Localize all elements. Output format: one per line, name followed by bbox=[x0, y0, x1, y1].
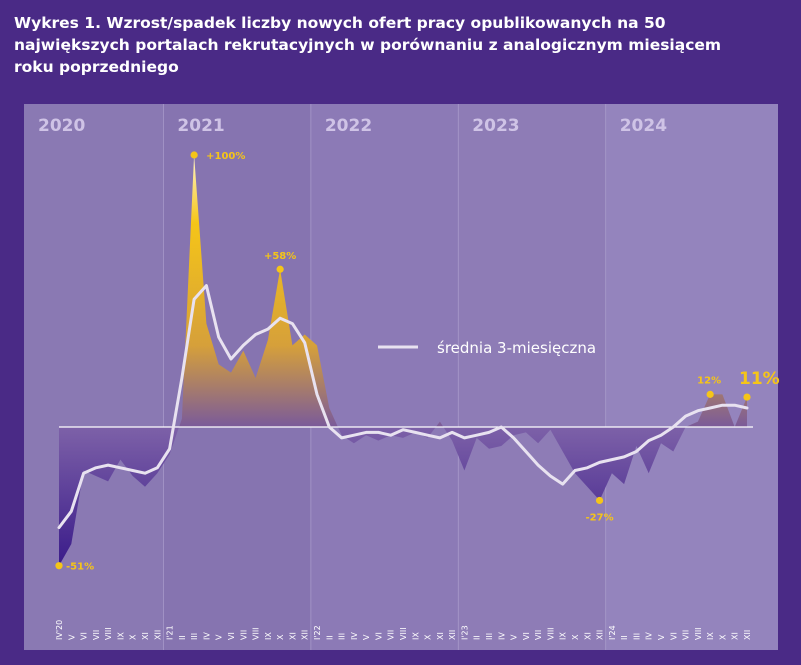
x-tick-label: III bbox=[338, 633, 347, 640]
x-tick-label: IX bbox=[116, 632, 125, 640]
year-band-2022 bbox=[310, 104, 459, 650]
x-tick-label: XI bbox=[436, 632, 445, 640]
x-tick-label: II bbox=[473, 635, 482, 640]
x-tick-label: VIII bbox=[104, 627, 113, 640]
x-tick-label: XI bbox=[288, 632, 297, 640]
x-tick-label: IV'20 bbox=[55, 620, 64, 640]
year-band-2024 bbox=[605, 104, 778, 650]
x-tick-label: II bbox=[325, 635, 334, 640]
x-tick-label: III bbox=[190, 633, 199, 640]
x-tick-label: V bbox=[67, 634, 76, 640]
annotation-label: +58% bbox=[264, 251, 296, 262]
annotation-label: 11% bbox=[739, 369, 780, 389]
legend-label: średnia 3-miesięczna bbox=[437, 339, 596, 357]
x-tick-label: IX bbox=[559, 632, 568, 640]
x-tick-label: V bbox=[657, 634, 666, 640]
average-line bbox=[57, 284, 749, 530]
x-tick-label: V bbox=[362, 634, 371, 640]
x-tick-label: XII bbox=[153, 630, 162, 640]
x-tick-label: V bbox=[215, 634, 224, 640]
x-tick-label: VIII bbox=[252, 627, 261, 640]
annotation-label: 12% bbox=[697, 375, 721, 386]
x-tick-label: II bbox=[178, 635, 187, 640]
annotation-dot bbox=[190, 151, 198, 159]
chart-title: Wykres 1. Wzrost/spadek liczby nowych of… bbox=[14, 12, 784, 78]
annotation-dot bbox=[55, 562, 63, 570]
x-tick-label: I'22 bbox=[313, 625, 322, 640]
x-tick-label: I'24 bbox=[608, 625, 617, 640]
negative-area bbox=[59, 427, 747, 566]
x-tick-label: IV bbox=[350, 632, 359, 640]
x-tick-label: VII bbox=[682, 630, 691, 640]
x-tick-label: X bbox=[718, 634, 727, 640]
year-band-2020 bbox=[24, 104, 164, 650]
x-tick-label: III bbox=[485, 633, 494, 640]
title-line-3: roku poprzedniego bbox=[14, 58, 179, 76]
x-tick-label: VI bbox=[80, 632, 89, 640]
x-tick-label: VII bbox=[92, 630, 101, 640]
x-tick-label: VI bbox=[374, 632, 383, 640]
annotation-label: +100% bbox=[206, 151, 245, 162]
annotation-label: -51% bbox=[66, 562, 94, 573]
title-line-2: największych portalach rekrutacyjnych w … bbox=[14, 36, 722, 54]
x-tick-label: XII bbox=[743, 630, 752, 640]
x-tick-label: VII bbox=[387, 630, 396, 640]
x-tick-label: XII bbox=[596, 630, 605, 640]
annotation-dot bbox=[595, 496, 604, 505]
year-label-2023: 2023 bbox=[472, 116, 519, 136]
x-tick-label: VIII bbox=[399, 627, 408, 640]
x-tick-label: XI bbox=[141, 632, 150, 640]
positive-area bbox=[59, 155, 747, 427]
annotation-dot bbox=[743, 393, 751, 401]
annotation-dot bbox=[706, 390, 714, 398]
x-tick-label: IX bbox=[411, 632, 420, 640]
x-tick-label: VI bbox=[669, 632, 678, 640]
x-tick-label: X bbox=[571, 634, 580, 640]
x-tick-label: X bbox=[276, 634, 285, 640]
year-label-2020: 2020 bbox=[38, 116, 85, 136]
x-tick-label: III bbox=[632, 633, 641, 640]
x-tick-label: VII bbox=[534, 630, 543, 640]
x-tick-label: XI bbox=[583, 632, 592, 640]
x-tick-label: I'21 bbox=[166, 625, 175, 640]
x-tick-label: IX bbox=[706, 632, 715, 640]
x-tick-label: IX bbox=[264, 632, 273, 640]
title-line-1: Wykres 1. Wzrost/spadek liczby nowych of… bbox=[14, 14, 666, 32]
x-tick-label: VI bbox=[227, 632, 236, 640]
annotation-label: -27% bbox=[586, 512, 614, 523]
x-tick-label: IV bbox=[645, 632, 654, 640]
x-tick-label: II bbox=[620, 635, 629, 640]
year-label-2024: 2024 bbox=[620, 116, 667, 136]
x-tick-label: V bbox=[510, 634, 519, 640]
x-tick-label: XI bbox=[731, 632, 740, 640]
x-tick-label: IV bbox=[202, 632, 211, 640]
x-tick-label: X bbox=[424, 634, 433, 640]
x-tick-label: I'23 bbox=[460, 625, 469, 640]
x-tick-label: XII bbox=[301, 630, 310, 640]
x-tick-label: VIII bbox=[694, 627, 703, 640]
x-tick-label: VI bbox=[522, 632, 531, 640]
x-tick-label: XII bbox=[448, 630, 457, 640]
year-band-2023 bbox=[458, 104, 606, 650]
x-tick-label: X bbox=[129, 634, 138, 640]
x-tick-label: VIII bbox=[546, 627, 555, 640]
year-label-2022: 2022 bbox=[325, 116, 372, 136]
x-tick-label: VII bbox=[239, 630, 248, 640]
year-label-2021: 2021 bbox=[177, 116, 224, 136]
x-tick-label: IV bbox=[497, 632, 506, 640]
annotation-dot bbox=[276, 265, 284, 273]
